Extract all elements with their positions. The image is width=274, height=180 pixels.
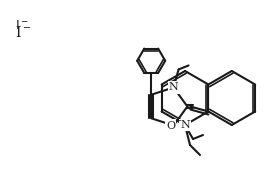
Text: I$^-$: I$^-$: [15, 19, 29, 32]
Text: N: N: [169, 82, 178, 93]
Text: +: +: [174, 116, 181, 125]
Text: I$^-$: I$^-$: [15, 24, 32, 39]
Text: O: O: [166, 121, 175, 130]
Text: N: N: [180, 120, 190, 130]
